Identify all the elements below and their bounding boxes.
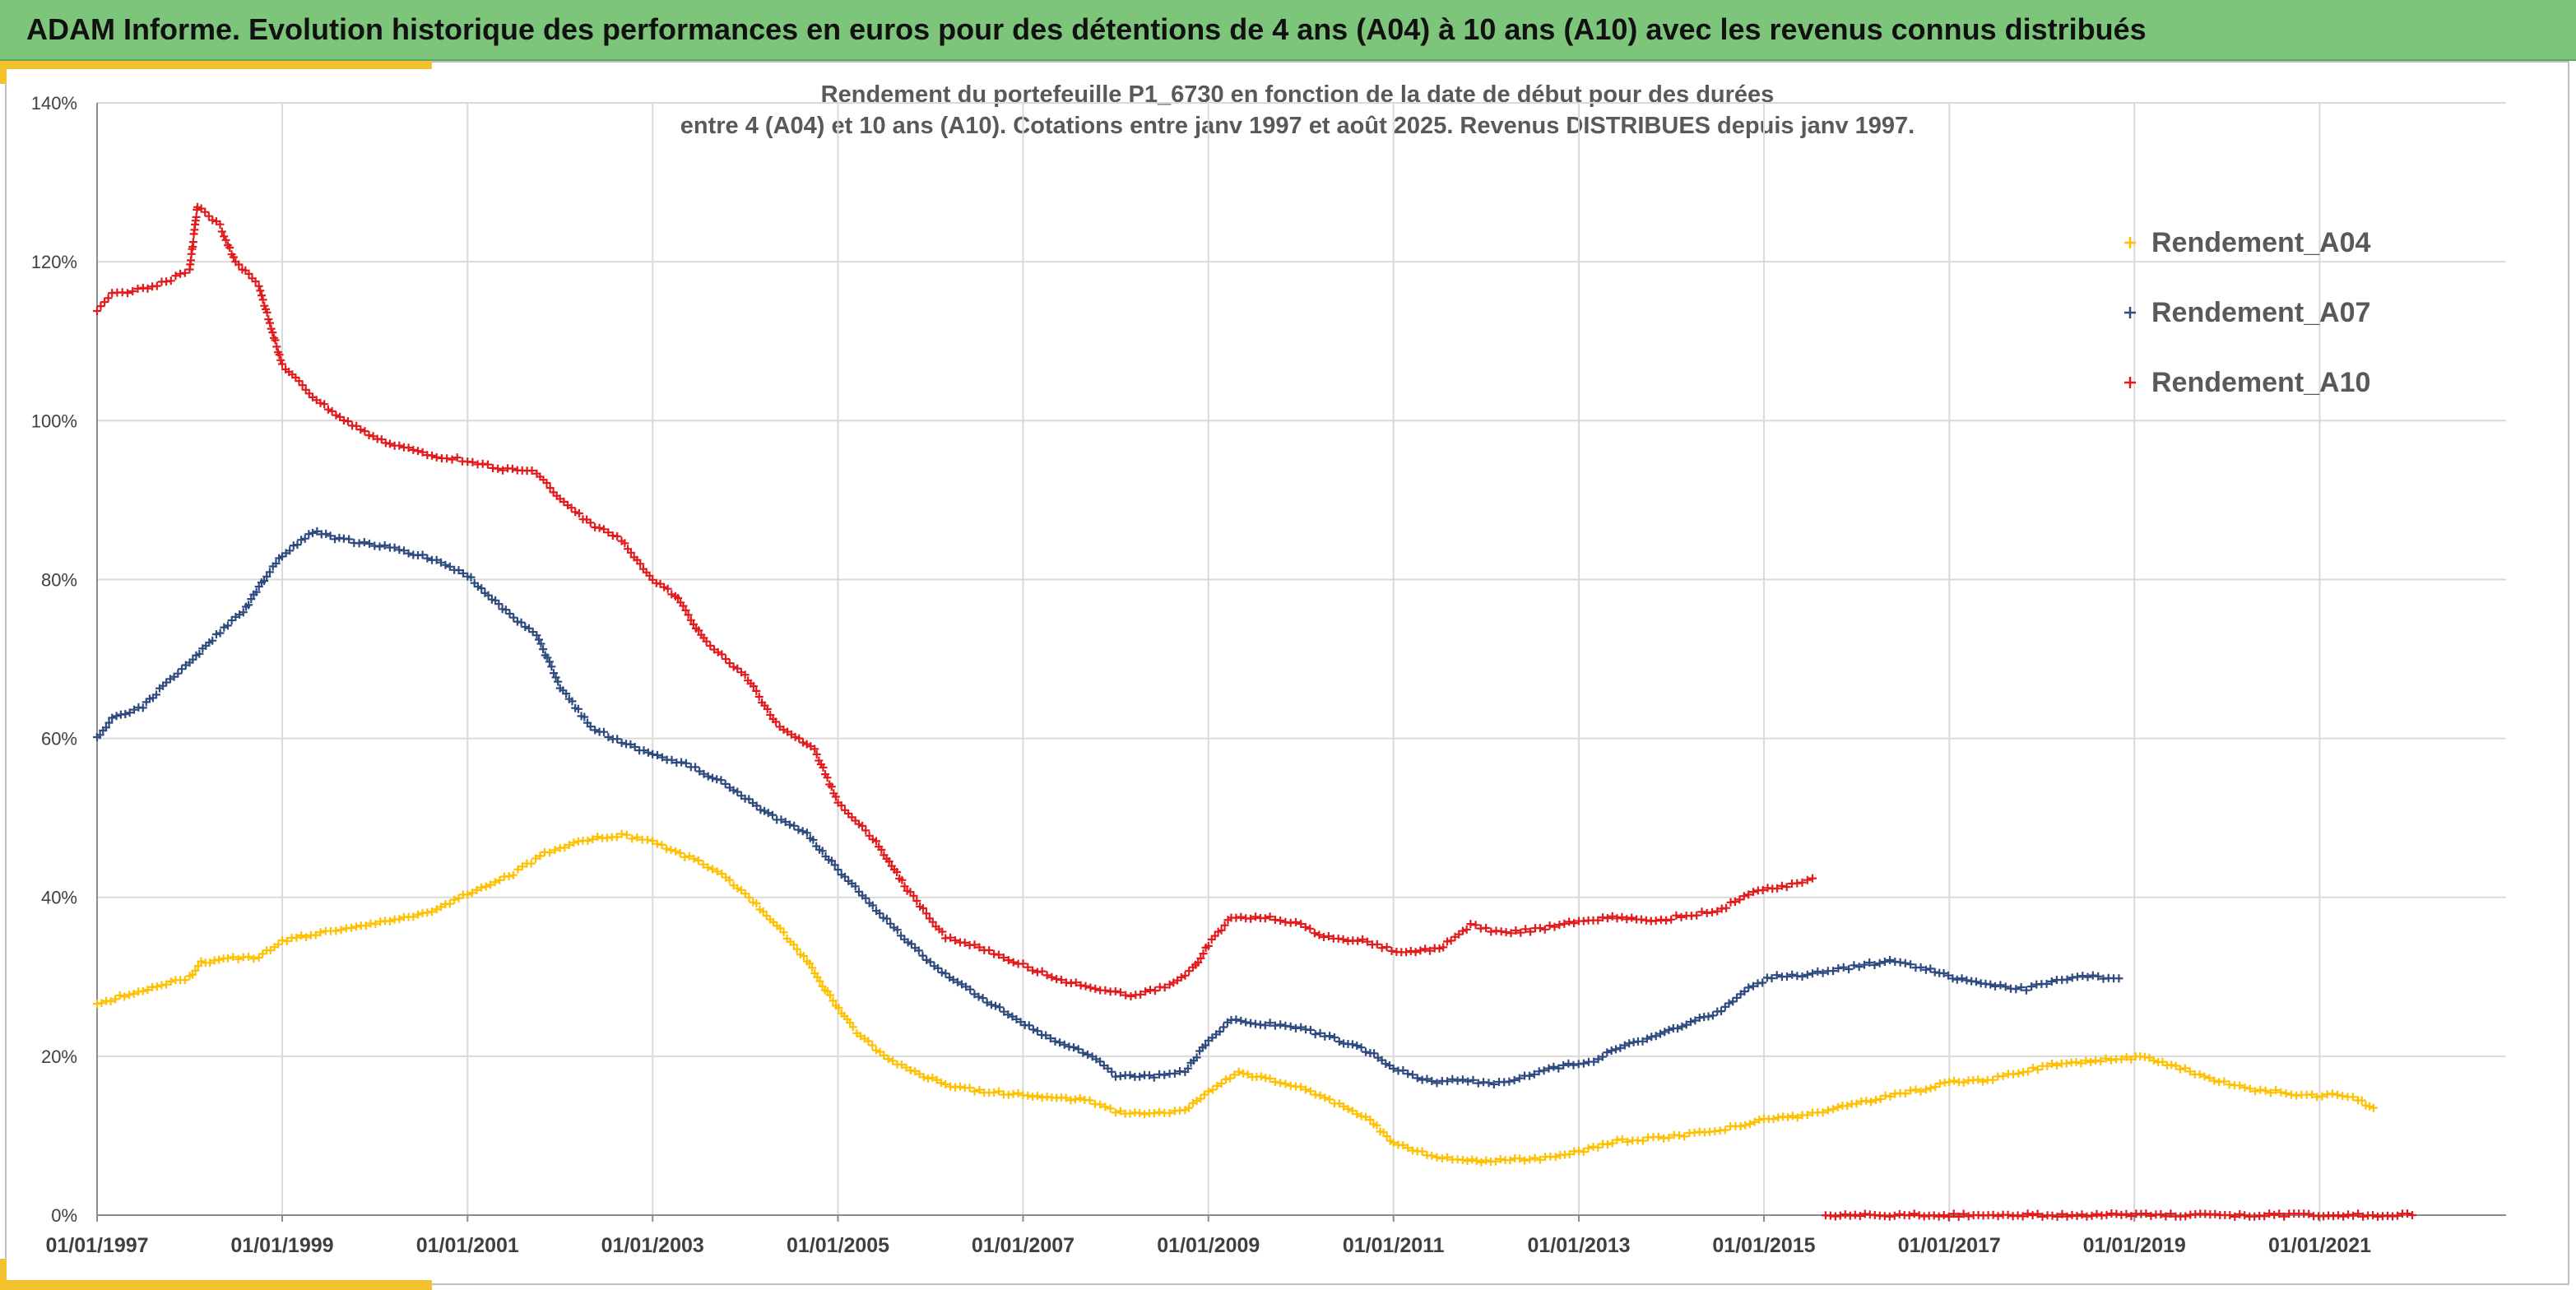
x-tick-label: 01/01/2011	[1343, 1234, 1445, 1257]
legend-item: Rendement_A04	[2124, 227, 2371, 258]
legend-label: Rendement_A04	[2151, 227, 2371, 258]
x-tick-label: 01/01/2007	[972, 1234, 1074, 1257]
accent-bar-bottom	[0, 1280, 432, 1290]
legend-marker	[2124, 377, 2136, 388]
report-title: ADAM Informe. Evolution historique des p…	[26, 12, 2147, 46]
y-tick-label: 140%	[31, 93, 77, 114]
x-tick-label: 01/01/2019	[2083, 1234, 2186, 1257]
legend-marker	[2124, 307, 2136, 318]
y-tick-label: 100%	[31, 411, 77, 431]
chart-frame	[5, 61, 2569, 1285]
y-tick-label: 20%	[41, 1046, 77, 1067]
series-rendement-a04	[93, 829, 2378, 1167]
x-tick-label: 01/01/2001	[416, 1234, 519, 1257]
y-tick-label: 120%	[31, 252, 77, 272]
series-markers	[93, 829, 2378, 1167]
accent-bar-left-bottom	[0, 1259, 7, 1290]
x-tick-label: 01/01/1999	[230, 1234, 333, 1257]
x-tick-label: 01/01/2005	[787, 1234, 889, 1257]
legend-item: Rendement_A07	[2124, 297, 2370, 328]
legend-marker	[2124, 237, 2136, 248]
accent-bar-left-top	[0, 61, 7, 84]
chart-title-line-2: entre 4 (A04) et 10 ans (A10). Cotations…	[680, 113, 1915, 139]
legend: Rendement_A04 Rendement_A07 Rendement_A10	[2124, 227, 2371, 398]
series-layer	[93, 202, 2416, 1221]
grid-lines	[97, 102, 2506, 1215]
series-rendement-a10	[93, 202, 2416, 1221]
series-markers	[93, 527, 2123, 1088]
legend-label: Rendement_A07	[2151, 297, 2370, 328]
x-tick-label: 01/01/2013	[1527, 1234, 1630, 1257]
x-tick-label: 01/01/2017	[1898, 1234, 2001, 1257]
y-tick-label: 60%	[41, 729, 77, 749]
x-tick-label: 01/01/2003	[601, 1234, 704, 1257]
y-tick-label: 0%	[51, 1205, 77, 1226]
series-markers	[93, 202, 2416, 1221]
series-rendement-a07	[93, 527, 2123, 1088]
legend-item: Rendement_A10	[2124, 367, 2370, 398]
x-tick-label: 01/01/2021	[2268, 1234, 2371, 1257]
x-tick-label: 01/01/2009	[1157, 1234, 1260, 1257]
tick-labels: 0% 20% 40% 60% 80% 100% 120% 140% 01/01/1997 01/0…	[31, 93, 2371, 1257]
x-tick-label: 01/01/1997	[45, 1234, 148, 1257]
y-tick-label: 40%	[41, 888, 77, 908]
y-tick-label: 80%	[41, 569, 77, 590]
accent-bar-top	[0, 61, 432, 69]
chart-title-line-1: Rendement du portefeuille P1_6730 en fon…	[821, 81, 1775, 108]
x-tick-label: 01/01/2015	[1712, 1234, 1815, 1257]
legend-label: Rendement_A10	[2151, 367, 2370, 398]
report-header: ADAM Informe. Evolution historique des p…	[0, 0, 2576, 61]
